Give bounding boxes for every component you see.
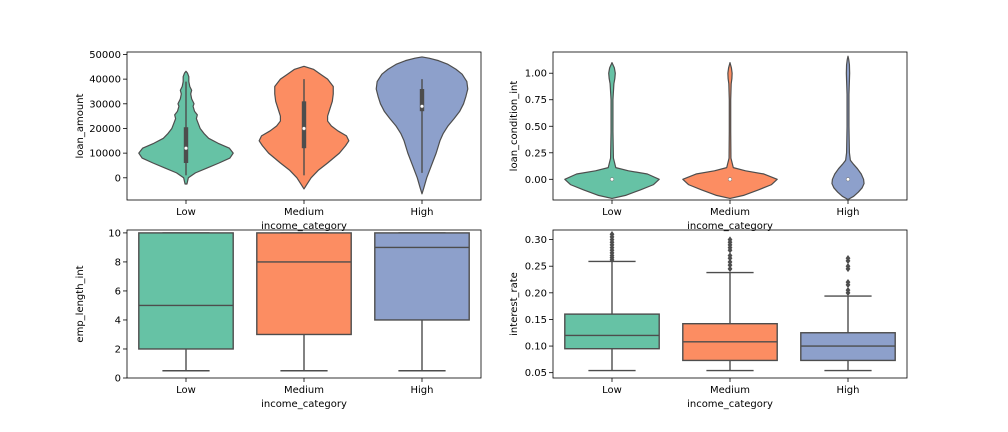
violin-median-dot	[610, 177, 615, 182]
y-tick-label: 0.30	[525, 235, 547, 246]
y-tick-label: 0.25	[525, 148, 547, 159]
y-tick-label: 0	[115, 374, 121, 385]
x-tick-label: Medium	[710, 385, 750, 396]
y-tick-label: 0.20	[525, 288, 547, 299]
y-tick-label: 6	[115, 286, 121, 297]
box-low	[138, 232, 234, 350]
y-tick-label: 1.00	[525, 69, 547, 80]
y-tick-label: 0	[115, 173, 121, 184]
outlier-point	[727, 265, 733, 273]
outlier-point	[727, 252, 733, 259]
box-medium	[256, 232, 352, 336]
violin-body-medium	[682, 62, 778, 200]
violin-median-dot	[420, 104, 425, 109]
y-tick-label: 50000	[89, 50, 121, 61]
y-tick-label: 0.50	[525, 122, 547, 133]
y-tick-label: 20000	[89, 124, 121, 135]
x-axis-label: income_category	[687, 221, 773, 232]
x-tick-label: High	[837, 385, 860, 396]
outlier-point	[609, 231, 615, 238]
x-tick-label: Medium	[284, 385, 324, 396]
y-tick-label: 0.25	[525, 262, 547, 273]
y-tick-label: 0.75	[525, 95, 547, 106]
y-axis-label: loan_condition_int	[509, 81, 520, 172]
x-axis-label: income_category	[261, 221, 347, 232]
x-tick-label: Low	[602, 207, 622, 218]
y-tick-label: 0.10	[525, 342, 547, 353]
x-axis-label: income_category	[687, 399, 773, 410]
outlier-point	[727, 258, 733, 266]
violin-iqr-bar	[419, 89, 425, 112]
violin-median-dot	[846, 177, 851, 182]
outlier-point	[845, 255, 851, 262]
y-axis-label: loan_amount	[75, 93, 86, 158]
emp-length-box-plot: 0 2 4 6 8 10 Low Medium High income_category emp_l…	[75, 228, 482, 410]
violin-median-dot	[302, 126, 307, 131]
violin-body-low	[564, 62, 660, 200]
violin-median-dot	[183, 146, 188, 151]
x-tick-label: Low	[602, 385, 622, 396]
y-axis-label: interest_rate	[509, 272, 520, 336]
loan-condition-violin-plot: 0.00 0.25 0.50 0.75 1.00 Low Medium High income_…	[509, 51, 908, 232]
y-tick-label: 0.00	[525, 175, 547, 186]
y-tick-label: 4	[115, 315, 121, 326]
outlier-point	[727, 236, 733, 243]
y-tick-label: 0.05	[525, 368, 547, 379]
violin-iqr-bar	[183, 127, 189, 163]
violin-iqr-bar	[301, 101, 307, 149]
y-tick-label: 10	[108, 228, 121, 239]
box-high	[374, 232, 470, 321]
loan-amount-violin-plot: 0 10000 20000 30000 40000 50000 Low Medium High i…	[75, 50, 482, 232]
x-tick-label: Low	[176, 207, 196, 218]
box-low	[564, 313, 660, 350]
outlier-point	[845, 286, 851, 294]
outlier-point	[845, 263, 851, 270]
x-axis-label: income_category	[261, 399, 347, 410]
x-tick-label: High	[837, 207, 860, 218]
x-tick-label: High	[411, 385, 434, 396]
y-tick-label: 30000	[89, 99, 121, 110]
x-tick-label: High	[411, 207, 434, 218]
y-tick-label: 10000	[89, 149, 121, 160]
y-tick-label: 0.15	[525, 315, 547, 326]
y-tick-label: 2	[115, 344, 121, 355]
violin-median-dot	[728, 177, 733, 182]
y-axis-label: emp_length_int	[75, 265, 86, 342]
y-tick-label: 8	[115, 257, 121, 268]
y-tick-label: 40000	[89, 75, 121, 86]
interest-rate-box-plot: 0.05 0.10 0.15 0.20 0.25 0.30 Low Medium High inc…	[509, 229, 908, 410]
violin-body-high	[831, 55, 865, 201]
x-tick-label: Medium	[284, 207, 324, 218]
outlier-point	[845, 278, 851, 286]
x-tick-label: Medium	[710, 207, 750, 218]
x-tick-label: Low	[176, 385, 196, 396]
